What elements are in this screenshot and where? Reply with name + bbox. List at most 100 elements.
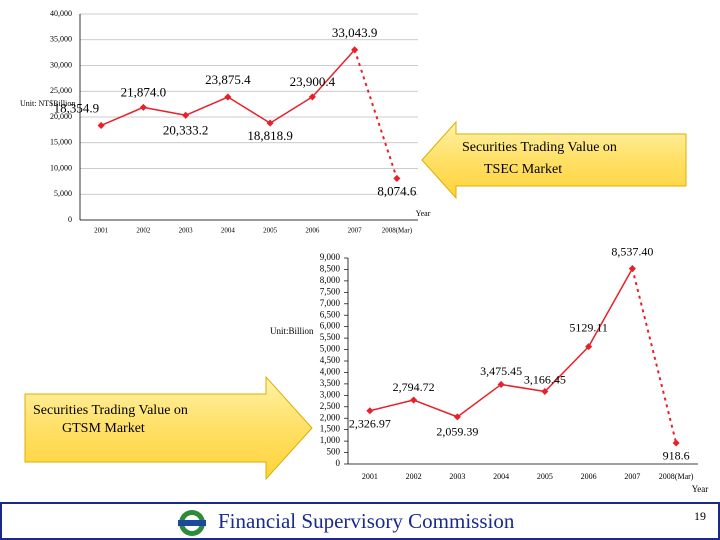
x-tick-label: 2006 bbox=[581, 472, 597, 481]
y-tick-label: 5,500 bbox=[320, 332, 341, 342]
data-label: 18,818.9 bbox=[247, 128, 293, 143]
y-tick-label: 1,000 bbox=[320, 435, 341, 445]
y-tick-label: 6,500 bbox=[320, 309, 341, 319]
footer-bar bbox=[0, 502, 720, 540]
line-segment bbox=[631, 268, 678, 444]
x-axis-label: Year bbox=[416, 209, 431, 218]
data-label: 918.6 bbox=[663, 449, 690, 463]
x-tick-label: 2006 bbox=[305, 227, 320, 235]
y-tick-label: 30,000 bbox=[50, 60, 72, 69]
x-tick-label: 2007 bbox=[624, 472, 640, 481]
y-tick-label: 8,000 bbox=[320, 275, 341, 285]
x-tick-label: 2008(Mar) bbox=[382, 227, 413, 235]
data-label: 23,875.4 bbox=[205, 72, 251, 87]
line-segment bbox=[501, 383, 545, 393]
data-label: 18,354.9 bbox=[54, 100, 100, 115]
y-tick-label: 3,500 bbox=[320, 378, 341, 388]
data-label: 2,794.72 bbox=[393, 380, 435, 394]
y-tick-label: 15,000 bbox=[50, 138, 72, 147]
line-segment bbox=[587, 268, 634, 347]
y-tick-label: 8,500 bbox=[320, 264, 341, 274]
callout-text: GTSM Market bbox=[62, 421, 145, 436]
x-tick-label: 2001 bbox=[94, 227, 109, 235]
line-segment bbox=[353, 49, 398, 179]
y-tick-label: 35,000 bbox=[50, 35, 72, 44]
x-tick-label: 2002 bbox=[406, 472, 422, 481]
y-tick-label: 2,000 bbox=[320, 412, 341, 422]
point bbox=[182, 111, 190, 119]
y-tick-label: 10,000 bbox=[50, 163, 72, 172]
x-tick-label: 2003 bbox=[179, 227, 194, 235]
point bbox=[266, 119, 274, 127]
y-tick-label: 40,000 bbox=[50, 9, 72, 18]
x-tick-label: 2005 bbox=[263, 227, 278, 235]
data-label: 21,874.0 bbox=[121, 84, 167, 99]
point bbox=[585, 343, 593, 351]
data-label: 20,333.2 bbox=[163, 122, 209, 137]
line-segment bbox=[544, 346, 590, 393]
callout-arrow bbox=[421, 120, 687, 200]
line-segment bbox=[100, 106, 144, 127]
data-label: 8,537.40 bbox=[611, 244, 653, 258]
data-label: 23,900.4 bbox=[290, 74, 336, 89]
line-segment bbox=[143, 106, 186, 117]
point bbox=[366, 407, 374, 415]
line-segment bbox=[227, 96, 271, 124]
y-tick-label: 9,000 bbox=[320, 252, 341, 262]
y-tick-label: 4,500 bbox=[320, 355, 341, 365]
axis-label: Unit:Billion bbox=[270, 326, 314, 336]
y-tick-label: 0 bbox=[68, 215, 72, 224]
line-segment bbox=[456, 383, 502, 418]
y-tick-label: 5,000 bbox=[320, 344, 341, 354]
x-tick-label: 2004 bbox=[493, 472, 509, 481]
point bbox=[308, 93, 316, 101]
data-label: 5129.11 bbox=[569, 320, 608, 334]
point bbox=[628, 265, 636, 273]
point bbox=[541, 387, 549, 396]
y-tick-label: 0 bbox=[336, 458, 341, 468]
y-tick-label: 3,000 bbox=[320, 389, 341, 399]
point bbox=[410, 396, 418, 404]
y-tick-label: 2,500 bbox=[320, 401, 341, 411]
point bbox=[351, 46, 359, 54]
line-segment bbox=[269, 96, 313, 124]
callout-text: Securities Trading Value on bbox=[33, 403, 188, 418]
line-segment bbox=[413, 399, 458, 418]
point bbox=[139, 103, 147, 111]
point bbox=[672, 439, 680, 447]
logo bbox=[178, 510, 206, 536]
x-tick-label: 2003 bbox=[449, 472, 465, 481]
x-tick-label: 2002 bbox=[136, 227, 151, 235]
x-tick-label: 2001 bbox=[362, 472, 378, 481]
y-tick-label: 20,000 bbox=[50, 112, 72, 121]
callout-text: Securities Trading Value on bbox=[462, 140, 617, 155]
data-label: 3,166.45 bbox=[524, 372, 566, 386]
x-tick-label: 2007 bbox=[348, 227, 363, 235]
line-segment bbox=[369, 399, 414, 412]
y-tick-label: 5,000 bbox=[54, 189, 72, 198]
y-tick-label: 7,000 bbox=[320, 298, 341, 308]
x-tick-label: 2005 bbox=[537, 472, 553, 481]
data-label: 8,074.6 bbox=[377, 183, 417, 198]
x-tick-label: 2008(Mar) bbox=[659, 472, 694, 481]
data-label: 2,059.39 bbox=[436, 425, 478, 439]
point bbox=[224, 93, 232, 101]
data-label: 2,326.97 bbox=[349, 416, 391, 430]
y-tick-label: 4,000 bbox=[320, 367, 341, 377]
footer-title: Financial Supervisory Commission bbox=[218, 509, 515, 533]
point bbox=[393, 174, 401, 182]
data-label: 33,043.9 bbox=[332, 25, 378, 40]
y-tick-label: 1,500 bbox=[320, 424, 341, 434]
y-tick-label: 25,000 bbox=[50, 86, 72, 95]
y-tick-label: 7,500 bbox=[320, 286, 341, 296]
y-tick-label: 500 bbox=[327, 447, 341, 457]
page-number: 19 bbox=[694, 509, 706, 523]
point bbox=[497, 380, 505, 388]
data-label: 3,475.45 bbox=[480, 364, 522, 378]
y-tick-label: 6,000 bbox=[320, 321, 341, 331]
x-axis-label: Year bbox=[692, 484, 709, 494]
point bbox=[453, 413, 461, 421]
line-segment bbox=[185, 96, 229, 116]
callout-arrow bbox=[24, 375, 313, 481]
